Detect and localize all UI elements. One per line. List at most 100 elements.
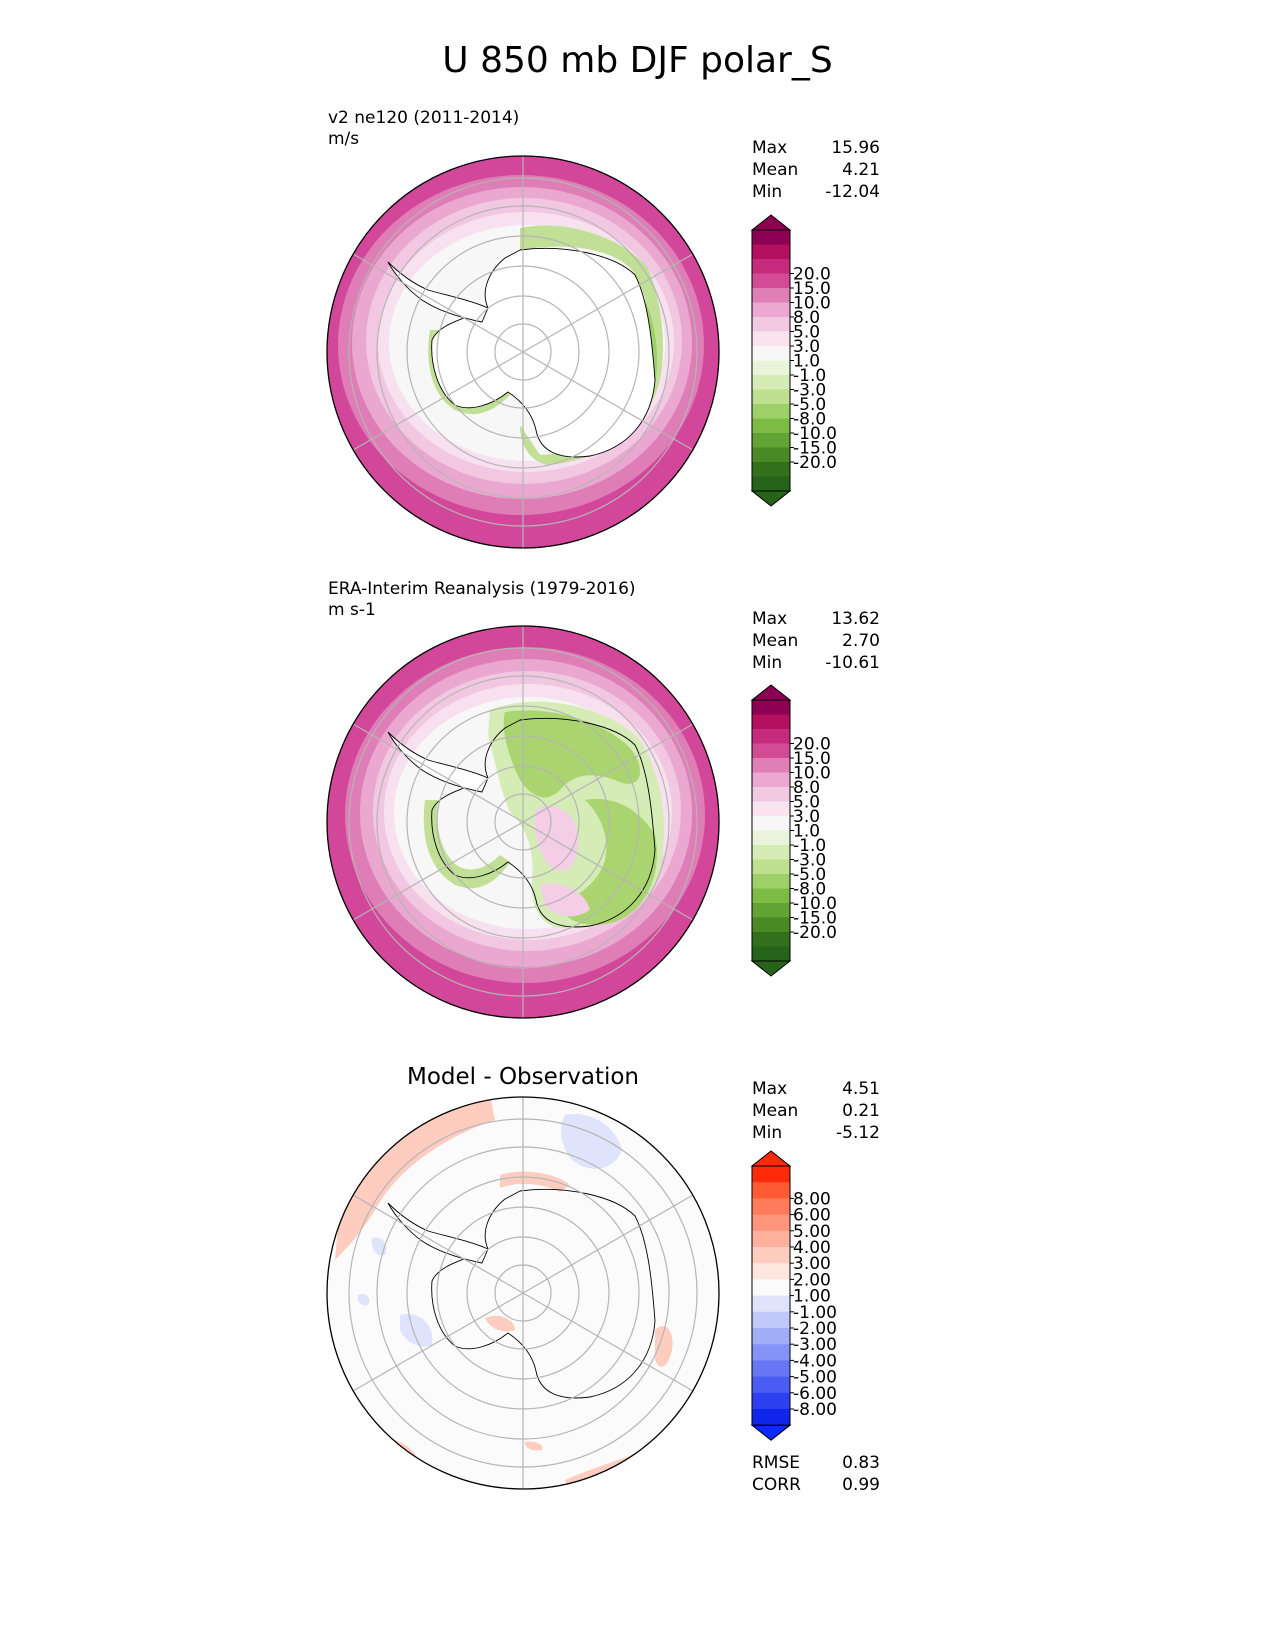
antarctica-outline (431, 1188, 656, 1399)
colorbar-segment (752, 418, 790, 434)
colorbar-tick-label: 15.0 (793, 279, 831, 299)
stat-name: Mean (752, 631, 799, 651)
colorbar-segment (752, 447, 790, 463)
panel2-stats: Max 13.62 Mean 2.70 Min -10.61 (752, 608, 880, 674)
colorbar-segment (752, 743, 790, 759)
panel3-colorbar: 8.006.005.004.003.002.001.00-1.00-2.00-3… (750, 1150, 837, 1441)
colorbar-tick-label: -3.0 (793, 381, 826, 401)
colorbar-segment (752, 476, 790, 492)
colorbar-segment (752, 1409, 790, 1426)
panel3-title: Model - Observation (406, 1064, 640, 1090)
panel2-label: ERA-Interim Reanalysis (1979-2016) m s-1 (328, 579, 636, 621)
colorbar-segment (752, 1279, 790, 1297)
panel3-metrics: RMSE 0.83 CORR 0.99 (752, 1452, 880, 1496)
colorbar-lower-extend (750, 960, 792, 977)
panel1-graticule (348, 156, 698, 548)
colorbar-segment (752, 1344, 790, 1361)
colorbar-tick-label: 8.00 (793, 1189, 831, 1209)
panel1-map (327, 156, 719, 548)
colorbar-tick-label: -1.00 (793, 1303, 837, 1323)
colorbar-segment (752, 729, 790, 744)
antarctica-outline (431, 247, 656, 458)
colorbar-tick-label: 20.0 (793, 735, 831, 755)
colorbar-tick-label: -2.00 (793, 1319, 837, 1339)
stat-name: Mean (752, 1101, 799, 1121)
panel2-colorbar: 20.015.010.08.05.03.01.0-1.0-3.0-5.0-8.0… (750, 684, 837, 977)
colorbar-segment (752, 1214, 790, 1232)
colorbar-tick-label: 4.00 (793, 1238, 831, 1258)
panel2-map-border (326, 625, 720, 1019)
colorbar-segment (752, 1360, 790, 1378)
colorbar-segment (752, 1247, 790, 1264)
colorbar-upper-extend (750, 1150, 792, 1167)
colorbar-segment (752, 389, 790, 405)
colorbar-segment (752, 404, 790, 419)
green-east-upper (503, 710, 641, 798)
colorbar-tick-label: -10.0 (793, 424, 837, 444)
colorbar-tick-label: 3.0 (793, 807, 820, 827)
colorbar-tick-label: -8.0 (793, 410, 826, 430)
stat-value: -5.12 (836, 1123, 880, 1143)
colorbar-tick-label: -10.0 (793, 894, 837, 914)
antarctica-outline (431, 717, 656, 928)
colorbar-segment (752, 1166, 790, 1183)
colorbar-tick-label: -5.0 (793, 865, 826, 885)
pink-interior (535, 806, 579, 871)
colorbar-tick-label: 5.0 (793, 793, 820, 813)
panel1-stats: Max 15.96 Mean 4.21 Min -12.04 (752, 137, 880, 203)
colorbar-segment (752, 714, 790, 730)
colorbar-segment (752, 317, 790, 332)
stat-value: 0.21 (842, 1101, 880, 1121)
colorbar-segment (752, 1263, 790, 1280)
metric-name: RMSE (752, 1453, 801, 1473)
colorbar-segment (752, 230, 790, 245)
colorbar-tick-label: 15.0 (793, 749, 831, 769)
colorbar-segment (752, 1311, 790, 1329)
colorbar-segment (752, 801, 790, 817)
colorbar-segment (752, 1230, 790, 1248)
panel2-graticule (348, 626, 698, 1018)
panel1-dataset-label: v2 ne120 (2011-2014) (328, 108, 520, 128)
stat-value: -12.04 (825, 182, 880, 202)
colorbar-tick-label: -5.00 (793, 1368, 837, 1388)
colorbar-segment (752, 917, 790, 933)
colorbar-lower-extend (750, 1424, 792, 1441)
stat-name: Max (752, 609, 788, 629)
panel1-units-label: m/s (328, 129, 360, 149)
colorbar-tick-label: -20.0 (793, 453, 837, 473)
colorbar-segment (752, 700, 790, 715)
colorbar-segment (752, 346, 790, 361)
metric-name: CORR (752, 1475, 801, 1495)
colorbar-segment (752, 273, 790, 289)
colorbar-upper-extend (750, 214, 792, 231)
colorbar-segment (752, 787, 790, 802)
stat-value: 4.51 (842, 1079, 880, 1099)
panel2-dataset-label: ERA-Interim Reanalysis (1979-2016) (328, 579, 636, 599)
colorbar-tick-label: 8.0 (793, 308, 820, 328)
colorbar-lower-extend (750, 490, 792, 507)
colorbar-tick-label: 8.0 (793, 778, 820, 798)
colorbar-segment (752, 288, 790, 303)
colorbar-upper-extend (750, 684, 792, 701)
colorbar-tick-label: 5.00 (793, 1222, 831, 1242)
colorbar-tick-label: 1.0 (793, 822, 820, 842)
colorbar-tick-label: -4.00 (793, 1351, 837, 1371)
colorbar-tick-label: -8.00 (793, 1400, 837, 1420)
stat-name: Min (752, 1123, 783, 1143)
colorbar-tick-label: -5.0 (793, 395, 826, 415)
colorbar-segment (752, 360, 790, 376)
colorbar-tick-label: -3.0 (793, 851, 826, 871)
colorbar-segment (752, 1376, 790, 1394)
colorbar-segment (752, 244, 790, 260)
colorbar-segment (752, 433, 790, 448)
colorbar-segment (752, 302, 790, 318)
panel2-map (327, 626, 719, 1018)
colorbar-segment (752, 259, 790, 274)
stat-value: 13.62 (831, 609, 880, 629)
stat-value: -10.61 (825, 653, 880, 673)
panel2-units-label: m s-1 (328, 600, 376, 620)
diff-positive-nw (335, 1097, 495, 1260)
colorbar-tick-label: 10.0 (793, 294, 831, 314)
colorbar-segment (752, 845, 790, 860)
